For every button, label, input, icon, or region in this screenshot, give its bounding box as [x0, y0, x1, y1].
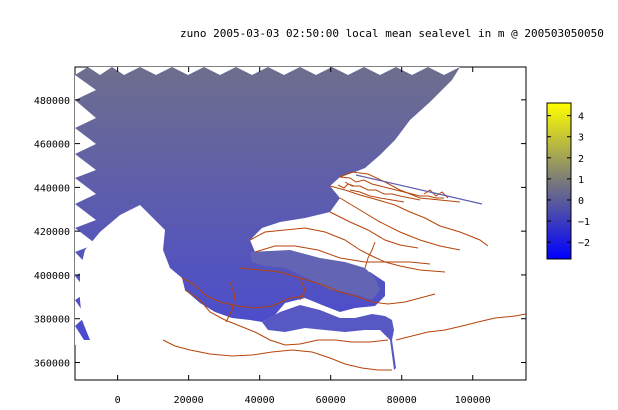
colorbar-tick-label: 4 — [578, 112, 584, 123]
y-tick-label: 480000 — [34, 96, 70, 107]
coastline — [162, 171, 526, 371]
colorbar-tick-label: 3 — [578, 133, 584, 144]
x-tick-label: 60000 — [316, 395, 346, 406]
x-axis-ticks: 0 20000 40000 60000 80000 100000 — [115, 67, 491, 406]
x-tick-label: 40000 — [245, 395, 275, 406]
x-tick-label: 0 — [115, 395, 121, 406]
y-tick-label: 420000 — [34, 227, 70, 238]
colorbar-tick-label: −1 — [578, 217, 590, 228]
eastern-scheldt-water — [250, 250, 380, 300]
nieuwe-waterweg — [355, 174, 483, 205]
harbour-coastline — [337, 176, 449, 203]
x-tick-label: 100000 — [455, 395, 491, 406]
colorbar-tick-label: 0 — [578, 196, 584, 207]
y-axis-ticks: 480000 460000 440000 420000 400000 380000 3600… — [34, 96, 526, 369]
map-title: zuno 2005-03-03 02:50:00 local mean seal… — [180, 27, 604, 40]
colorbar-ticks: 4 3 2 1 0 −1 −2 — [547, 112, 590, 249]
y-tick-label: 460000 — [34, 140, 70, 151]
colorbar-tick-label: 2 — [578, 154, 584, 165]
grid-edge-top — [88, 67, 460, 75]
y-tick-label: 440000 — [34, 183, 70, 194]
y-tick-label: 380000 — [34, 315, 70, 326]
x-tick-label: 80000 — [387, 395, 417, 406]
y-tick-label: 360000 — [34, 358, 70, 369]
colorbar-tick-label: −2 — [578, 238, 590, 249]
western-scheldt-water — [262, 305, 396, 370]
colorbar-tick-label: 1 — [578, 175, 584, 186]
grid-edge-white — [75, 75, 96, 345]
y-tick-label: 400000 — [34, 271, 70, 282]
x-tick-label: 20000 — [174, 395, 204, 406]
colorbar — [546, 102, 572, 260]
